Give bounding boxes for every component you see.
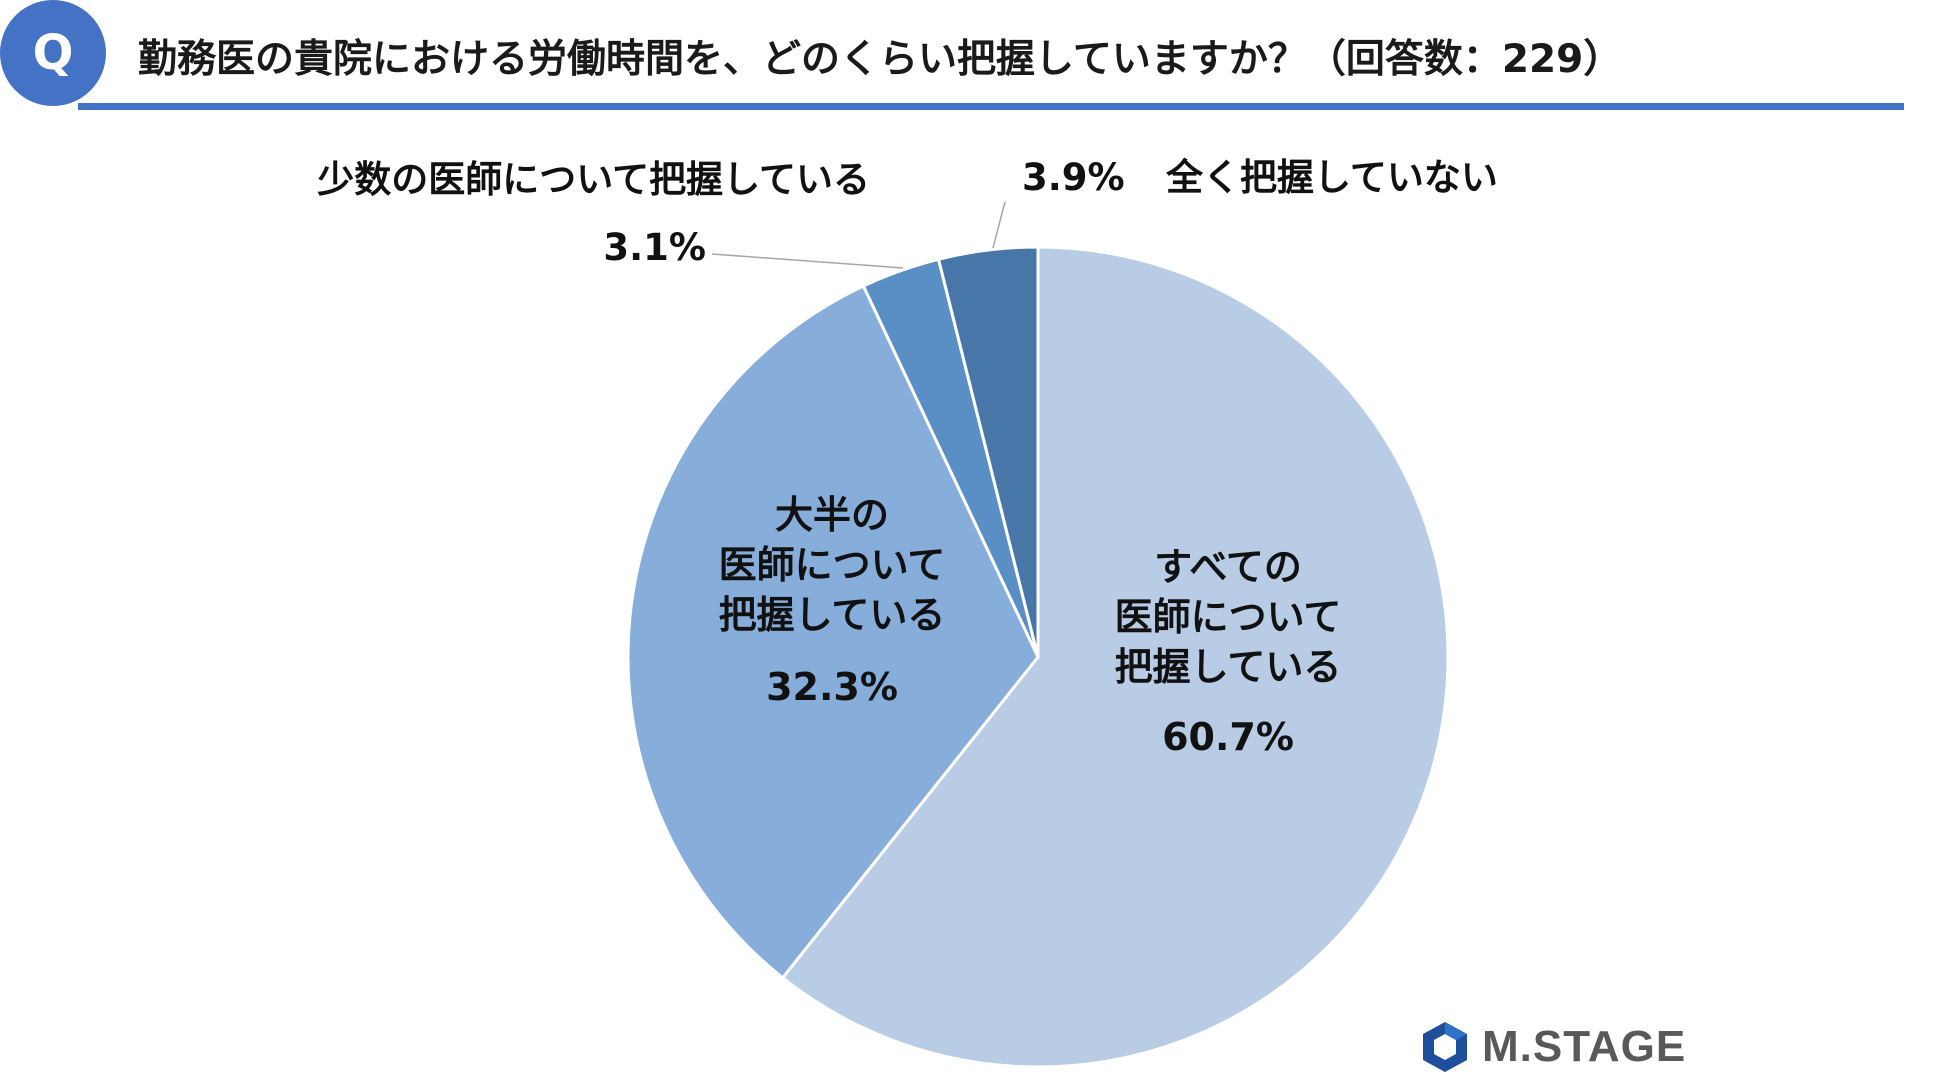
slice-value-0: 60.7% xyxy=(1162,715,1294,759)
pie-slice-0 xyxy=(780,245,1450,1069)
question-badge: Q xyxy=(0,0,106,106)
leader-line-3 xyxy=(992,201,1006,249)
slice-label-1-line-1: 医師について xyxy=(719,543,946,587)
slice-label-1-line-2: 把握している xyxy=(719,593,946,637)
logo-text: M.STAGE xyxy=(1482,1022,1687,1071)
leader-line-2 xyxy=(711,253,904,269)
slice-label-0-line-2: 把握している xyxy=(1115,645,1342,689)
header: Q 勤務医の貴院における労働時間を、どのくらい把握していますか？（回答数：229… xyxy=(0,0,1950,120)
slice-value-3: 3.9% xyxy=(1022,156,1125,199)
slice-value-1: 32.3% xyxy=(766,665,898,709)
slice-label-0-line-1: 医師について xyxy=(1115,595,1342,639)
slice-label-2: 少数の医師について把握している xyxy=(317,158,870,201)
question-title: 勤務医の貴院における労働時間を、どのくらい把握していますか？（回答数：229） xyxy=(138,37,1623,82)
header-divider xyxy=(78,103,1904,110)
pie-slice-1 xyxy=(626,284,1040,980)
pie-slice-3 xyxy=(936,245,1040,658)
hexagon-logo-icon xyxy=(1423,1022,1467,1072)
brand-logo: M.STAGE xyxy=(1418,1020,1686,1074)
slice-label-1-line-0: 大半の xyxy=(775,493,889,537)
slice-label-3: 全く把握していない xyxy=(1165,156,1498,199)
slice-value-2: 3.1% xyxy=(603,226,706,269)
slice-label-0-line-0: すべての xyxy=(1154,545,1302,589)
